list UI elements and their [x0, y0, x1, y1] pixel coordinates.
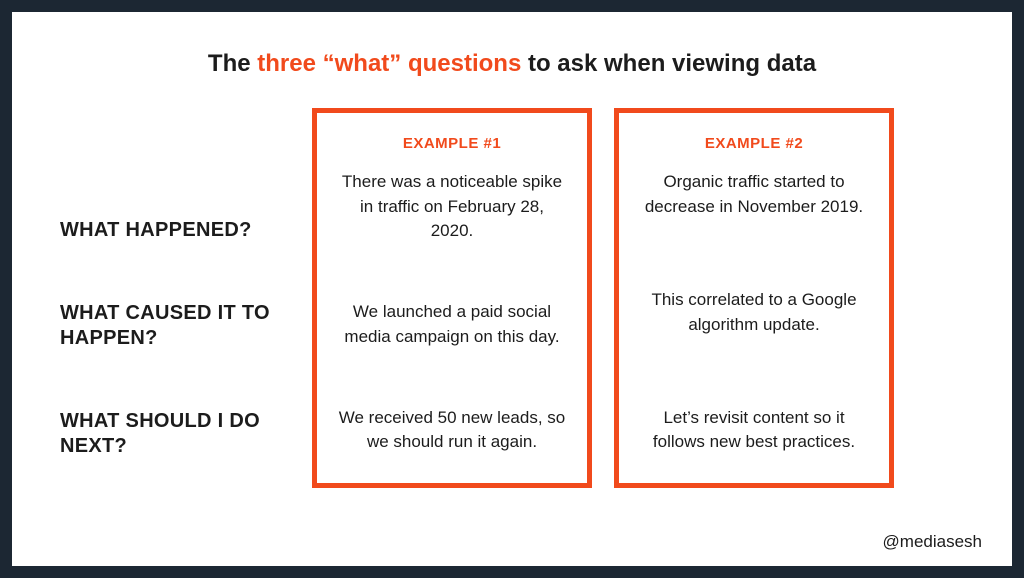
- title-accent: three “what” questions: [257, 50, 521, 77]
- question-3: WHAT SHOULD I DO NEXT?: [60, 409, 290, 459]
- example-2-header: EXAMPLE #2: [637, 135, 871, 152]
- title-post: to ask when viewing data: [521, 50, 816, 77]
- example-1-answer-3: We received 50 new leads, so we should r…: [335, 406, 569, 455]
- content-grid: WHAT HAPPENED? WHAT CAUSED IT TO HAPPEN?…: [60, 108, 968, 538]
- example-box-2: EXAMPLE #2 Organic traffic started to de…: [614, 108, 894, 488]
- example-2-answers: Organic traffic started to decrease in N…: [637, 170, 871, 461]
- example-2-answer-3: Let’s revisit content so it follows new …: [637, 406, 871, 455]
- example-1-answer-1: There was a noticeable spike in traffic …: [335, 170, 569, 244]
- question-1: WHAT HAPPENED?: [60, 218, 290, 243]
- slide-title: The three “what” questions to ask when v…: [56, 50, 968, 78]
- example-box-1: EXAMPLE #1 There was a noticeable spike …: [312, 108, 592, 488]
- title-pre: The: [208, 50, 257, 77]
- slide-frame: The three “what” questions to ask when v…: [0, 0, 1024, 578]
- example-1-answers: There was a noticeable spike in traffic …: [335, 170, 569, 461]
- example-2-answer-2: This correlated to a Google algorithm up…: [637, 288, 871, 337]
- example-1-answer-2: We launched a paid social media campaign…: [335, 300, 569, 349]
- credit-handle: @mediasesh: [883, 532, 982, 552]
- example-1-header: EXAMPLE #1: [335, 135, 569, 152]
- example-2-answer-1: Organic traffic started to decrease in N…: [637, 170, 871, 219]
- questions-column: WHAT HAPPENED? WHAT CAUSED IT TO HAPPEN?…: [60, 108, 290, 538]
- question-2: WHAT CAUSED IT TO HAPPEN?: [60, 301, 290, 351]
